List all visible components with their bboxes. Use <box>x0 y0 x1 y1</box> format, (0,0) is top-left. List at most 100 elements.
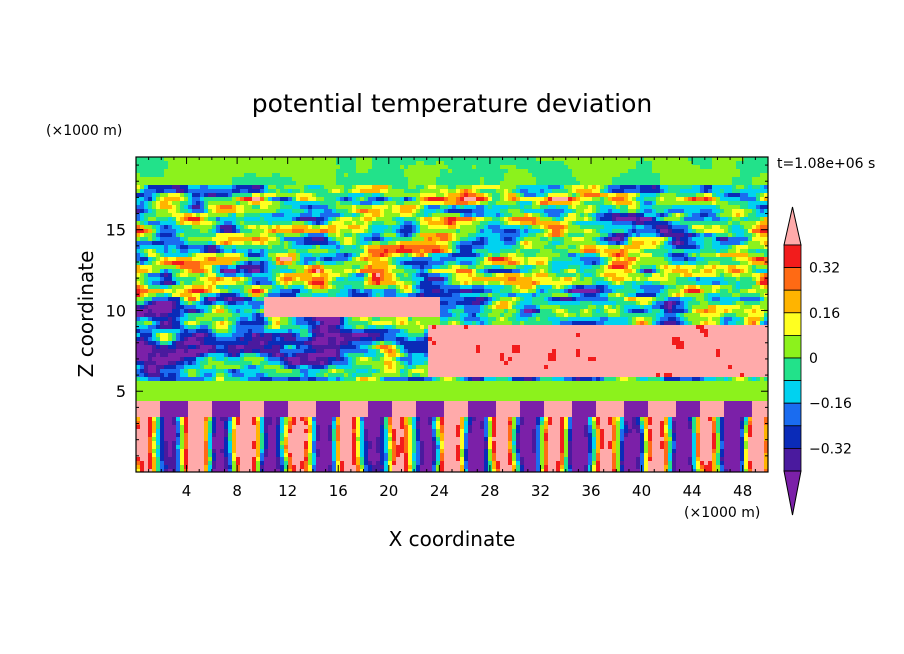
field-cell <box>584 217 589 222</box>
field-cell <box>308 157 313 162</box>
field-cell <box>140 225 145 230</box>
field-cell <box>644 205 649 210</box>
field-cell <box>648 205 653 210</box>
field-cell <box>360 181 365 186</box>
field-cell <box>136 225 141 230</box>
field-cell <box>304 201 309 206</box>
field-cell <box>220 249 225 254</box>
field-cell <box>156 229 161 234</box>
field-cell <box>500 277 505 282</box>
field-cell <box>284 181 289 186</box>
field-cell <box>520 205 525 210</box>
field-cell <box>208 205 213 210</box>
field-cell <box>460 249 465 254</box>
field-cell <box>276 201 281 206</box>
field-cell <box>684 165 689 170</box>
field-cell <box>712 269 717 274</box>
field-cell <box>164 213 169 218</box>
field-cell <box>656 169 661 174</box>
field-cell <box>732 173 737 178</box>
field-cell <box>668 225 673 230</box>
field-cell <box>236 161 241 166</box>
field-cell <box>360 237 365 242</box>
field-cell <box>340 237 345 242</box>
field-cell <box>360 209 365 214</box>
field-cell <box>364 209 369 214</box>
field-cell <box>676 233 681 238</box>
field-cell <box>632 253 637 258</box>
field-cell <box>612 217 617 222</box>
field-cell <box>760 273 765 278</box>
field-cell <box>284 225 289 230</box>
field-cell <box>704 213 709 218</box>
field-cell <box>624 181 629 186</box>
field-cell <box>384 277 389 282</box>
field-cell <box>436 165 441 170</box>
field-cell <box>672 277 677 282</box>
field-cell <box>444 177 449 182</box>
field-cell <box>536 225 541 230</box>
field-cell <box>644 233 649 238</box>
field-cell <box>504 165 509 170</box>
field-cell <box>616 277 621 282</box>
field-cell <box>180 205 185 210</box>
field-cell <box>348 181 353 186</box>
field-cell <box>548 213 553 218</box>
field-cell <box>292 261 297 266</box>
field-cell <box>484 225 489 230</box>
field-cell <box>584 165 589 170</box>
field-cell <box>320 257 325 262</box>
field-cell <box>360 193 365 198</box>
field-cell <box>560 233 565 238</box>
field-cell <box>332 165 337 170</box>
field-cell <box>476 173 481 178</box>
field-cell <box>348 225 353 230</box>
field-cell <box>628 169 633 174</box>
field-cell <box>584 249 589 254</box>
field-cell <box>532 245 537 250</box>
field-cell <box>180 201 185 206</box>
field-cell <box>524 197 529 202</box>
field-cell <box>320 161 325 166</box>
field-cell <box>592 173 597 178</box>
field-cell <box>740 261 745 266</box>
field-cell <box>376 177 381 182</box>
field-cell <box>468 165 473 170</box>
field-cell <box>360 213 365 218</box>
field-cell <box>280 169 285 174</box>
field-cell <box>604 181 609 186</box>
field-cell <box>764 265 768 270</box>
field-cell <box>200 233 205 238</box>
field-cell <box>136 249 141 254</box>
field-cell <box>380 205 385 210</box>
field-cell <box>188 169 193 174</box>
field-cell <box>328 257 333 262</box>
field-cell <box>436 281 441 286</box>
field-cell <box>220 185 225 190</box>
field-cell <box>332 201 337 206</box>
field-cell <box>552 257 557 262</box>
field-cell <box>720 265 725 270</box>
field-cell <box>352 249 357 254</box>
field-cell <box>672 261 677 266</box>
field-cell <box>336 189 341 194</box>
field-cell <box>608 245 613 250</box>
field-cell <box>468 261 473 266</box>
field-cell <box>764 189 768 194</box>
field-cell <box>136 221 141 226</box>
field-cell <box>664 241 669 246</box>
field-cell <box>328 233 333 238</box>
field-cell <box>432 197 437 202</box>
field-cell <box>192 165 197 170</box>
field-cell <box>460 189 465 194</box>
field-cell <box>592 273 597 278</box>
field-cell <box>748 261 753 266</box>
field-cell <box>508 261 513 266</box>
field-cell <box>712 225 717 230</box>
field-cell <box>464 257 469 262</box>
field-cell <box>200 173 205 178</box>
field-cell <box>444 169 449 174</box>
field-cell <box>332 261 337 266</box>
field-cell <box>236 217 241 222</box>
field-cell <box>564 209 569 214</box>
